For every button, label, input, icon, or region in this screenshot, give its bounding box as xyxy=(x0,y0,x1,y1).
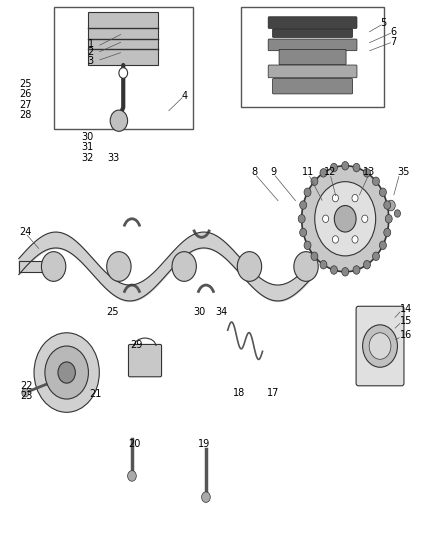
Text: 35: 35 xyxy=(397,167,410,177)
Text: 22: 22 xyxy=(21,381,33,391)
Circle shape xyxy=(385,215,392,223)
Text: 4: 4 xyxy=(181,91,187,101)
FancyBboxPatch shape xyxy=(279,50,346,64)
Text: 8: 8 xyxy=(251,167,258,177)
Text: 18: 18 xyxy=(233,387,245,398)
Text: 34: 34 xyxy=(215,306,227,317)
Text: 13: 13 xyxy=(363,167,375,177)
Circle shape xyxy=(322,215,328,222)
Circle shape xyxy=(379,188,386,197)
Circle shape xyxy=(379,241,386,249)
Circle shape xyxy=(332,195,339,202)
Circle shape xyxy=(332,236,339,243)
Circle shape xyxy=(342,268,349,276)
FancyBboxPatch shape xyxy=(268,17,357,28)
Text: 30: 30 xyxy=(193,306,205,317)
Text: 3: 3 xyxy=(88,56,94,66)
Circle shape xyxy=(320,261,327,269)
Polygon shape xyxy=(53,7,193,128)
Text: 26: 26 xyxy=(19,89,32,99)
Text: 32: 32 xyxy=(81,153,94,163)
FancyBboxPatch shape xyxy=(268,39,357,51)
Circle shape xyxy=(110,110,127,131)
Circle shape xyxy=(237,252,261,281)
Circle shape xyxy=(300,228,307,237)
Text: 33: 33 xyxy=(108,153,120,163)
Circle shape xyxy=(394,210,400,217)
Circle shape xyxy=(353,163,360,172)
Circle shape xyxy=(22,389,29,397)
Circle shape xyxy=(201,492,210,503)
Text: 1: 1 xyxy=(88,39,94,49)
Text: 20: 20 xyxy=(128,439,140,449)
Text: 27: 27 xyxy=(19,100,32,110)
Text: 14: 14 xyxy=(400,304,412,314)
Text: 24: 24 xyxy=(19,227,32,237)
Circle shape xyxy=(298,215,305,223)
Text: 9: 9 xyxy=(270,167,276,177)
Text: 17: 17 xyxy=(267,387,279,398)
FancyBboxPatch shape xyxy=(268,65,357,78)
FancyBboxPatch shape xyxy=(128,344,162,377)
Circle shape xyxy=(42,252,66,281)
Circle shape xyxy=(58,362,75,383)
Circle shape xyxy=(364,261,371,269)
Text: 30: 30 xyxy=(81,132,94,142)
FancyBboxPatch shape xyxy=(272,78,353,94)
Text: 16: 16 xyxy=(400,330,412,341)
FancyBboxPatch shape xyxy=(272,29,353,37)
Circle shape xyxy=(311,177,318,185)
Text: 19: 19 xyxy=(198,439,210,449)
Circle shape xyxy=(352,236,358,243)
Circle shape xyxy=(320,168,327,177)
Circle shape xyxy=(294,252,318,281)
Circle shape xyxy=(334,206,356,232)
Polygon shape xyxy=(88,12,158,65)
Text: 7: 7 xyxy=(390,37,396,47)
Text: 29: 29 xyxy=(130,340,142,350)
Circle shape xyxy=(119,68,127,78)
Circle shape xyxy=(364,168,371,177)
Circle shape xyxy=(387,200,395,211)
Circle shape xyxy=(127,471,136,481)
Text: 2: 2 xyxy=(88,47,94,56)
Circle shape xyxy=(363,325,397,367)
Circle shape xyxy=(45,346,88,399)
Circle shape xyxy=(342,161,349,170)
Text: 15: 15 xyxy=(400,316,412,326)
Circle shape xyxy=(330,266,337,274)
Circle shape xyxy=(304,241,311,249)
Text: 5: 5 xyxy=(380,18,387,28)
Circle shape xyxy=(384,228,391,237)
Text: 21: 21 xyxy=(89,389,101,399)
Circle shape xyxy=(302,166,389,272)
Circle shape xyxy=(372,252,379,261)
Circle shape xyxy=(330,163,337,172)
Text: 25: 25 xyxy=(106,306,119,317)
Circle shape xyxy=(107,252,131,281)
Text: 23: 23 xyxy=(21,391,33,401)
FancyBboxPatch shape xyxy=(356,306,404,386)
Text: 25: 25 xyxy=(19,78,32,88)
Circle shape xyxy=(353,266,360,274)
Circle shape xyxy=(315,182,376,256)
Circle shape xyxy=(372,177,379,185)
Circle shape xyxy=(172,252,196,281)
Text: 12: 12 xyxy=(324,167,336,177)
Polygon shape xyxy=(19,261,53,272)
Text: 28: 28 xyxy=(19,110,32,120)
Circle shape xyxy=(369,333,391,359)
Circle shape xyxy=(300,201,307,209)
Circle shape xyxy=(384,201,391,209)
Circle shape xyxy=(311,252,318,261)
Text: 31: 31 xyxy=(81,142,94,152)
Polygon shape xyxy=(241,7,385,108)
Circle shape xyxy=(304,188,311,197)
Circle shape xyxy=(34,333,99,413)
Text: 6: 6 xyxy=(390,27,396,37)
Circle shape xyxy=(352,195,358,202)
Circle shape xyxy=(362,215,368,222)
Text: 11: 11 xyxy=(302,167,314,177)
